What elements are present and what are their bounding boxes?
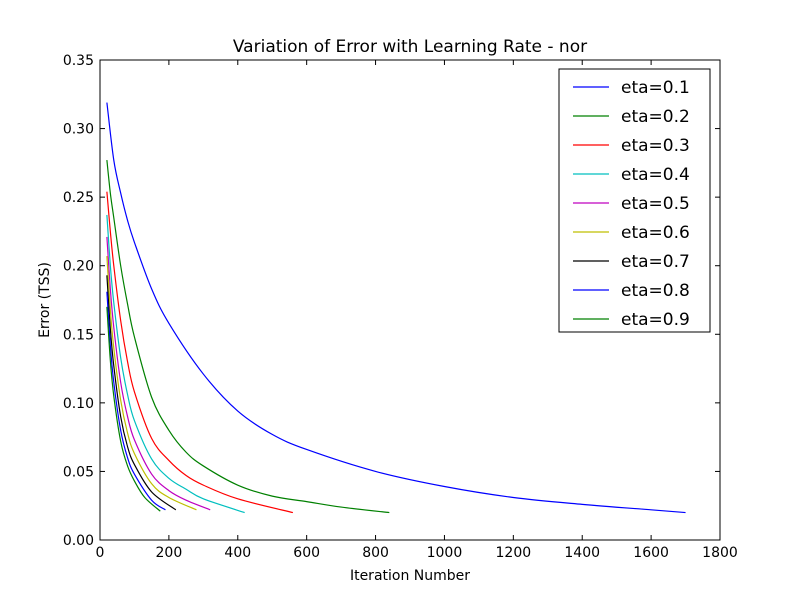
x-tick-label: 1200 <box>496 545 532 561</box>
legend-label-2: eta=0.2 <box>621 107 690 127</box>
series-line-7 <box>106 275 177 511</box>
legend-label-1: eta=0.1 <box>621 78 690 98</box>
x-tick-label: 1000 <box>427 545 463 561</box>
legend-label-5: eta=0.5 <box>621 194 690 214</box>
y-tick-label: 0.35 <box>63 53 94 69</box>
legend-label-3: eta=0.3 <box>621 136 690 156</box>
y-tick-label: 0.00 <box>63 533 94 549</box>
legend-label-7: eta=0.7 <box>621 252 690 272</box>
x-tick-label: 400 <box>224 545 251 561</box>
x-tick-label: 1400 <box>564 545 600 561</box>
x-tick-label: 200 <box>156 545 183 561</box>
x-axis-label: Iteration Number <box>350 568 470 584</box>
series-line-4 <box>106 214 245 514</box>
series-line-6 <box>106 256 197 511</box>
legend: eta=0.1 eta=0.2 eta=0.3 eta=0.4 eta=0.5 eta=0… <box>558 68 711 333</box>
legend-label-8: eta=0.8 <box>621 281 690 301</box>
series-line-9 <box>106 306 161 512</box>
chart-title: Variation of Error with Learning Rate - … <box>233 37 587 57</box>
legend-label-4: eta=0.4 <box>621 165 690 185</box>
y-tick-label: 0.15 <box>63 327 94 343</box>
y-tick-label: 0.30 <box>63 122 94 138</box>
plot-frame <box>99 59 721 541</box>
series-line-8 <box>106 291 166 511</box>
x-tick-label: 600 <box>293 545 320 561</box>
y-axis-label: Error (TSS) <box>37 262 53 338</box>
series-line-5 <box>106 236 211 511</box>
y-tick-label: 0.20 <box>63 259 94 275</box>
series-layer <box>106 102 686 514</box>
series-line-3 <box>106 191 294 514</box>
x-tick-label: 1600 <box>633 545 669 561</box>
series-line-1 <box>106 102 686 514</box>
y-tick-label: 0.05 <box>63 464 94 480</box>
x-tick-label: 0 <box>96 545 105 561</box>
x-tick-label: 800 <box>362 545 389 561</box>
legend-label-9: eta=0.9 <box>621 310 690 330</box>
x-tick-label: 1800 <box>702 545 738 561</box>
y-tick-label: 0.10 <box>63 396 94 412</box>
legend-box <box>558 68 711 333</box>
ticks-layer: 0 200 400 600 800 1000 1200 1400 1600 1800 0.00 0.0… <box>63 53 738 561</box>
series-line-2 <box>106 160 390 514</box>
legend-label-6: eta=0.6 <box>621 223 690 243</box>
y-tick-label: 0.25 <box>63 190 94 206</box>
